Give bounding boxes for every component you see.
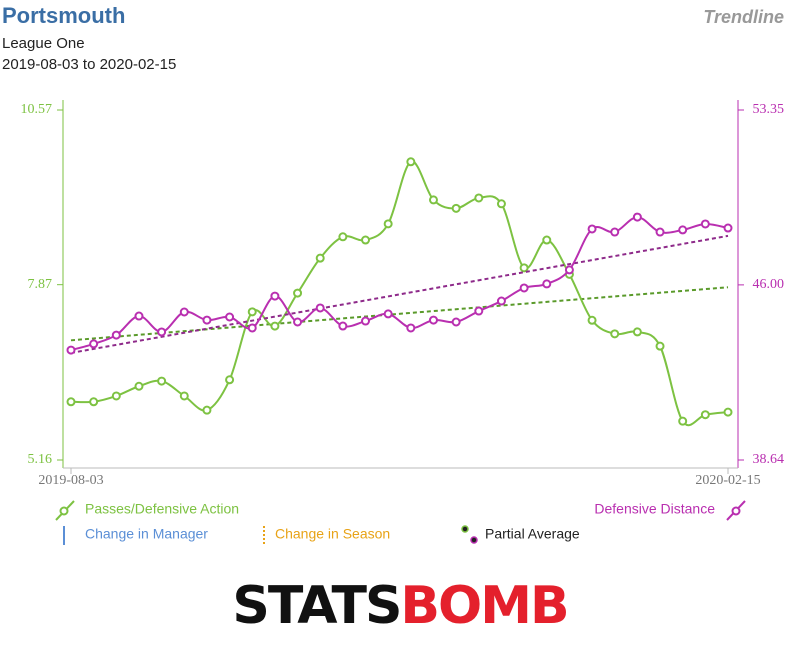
data-point: [610, 227, 620, 237]
data-point: [496, 296, 506, 306]
legend-icon: [461, 525, 469, 533]
subtitle: League One: [2, 35, 85, 52]
data-point: [66, 397, 76, 407]
data-point: [179, 391, 189, 401]
data-point: [406, 157, 416, 167]
y-tick-label: 5.16: [28, 452, 53, 467]
legend-label: Partial Average: [485, 526, 580, 542]
y2-tick-label: 46.00: [753, 277, 785, 292]
data-point: [632, 327, 642, 337]
trend-line: [70, 234, 729, 354]
data-point: [361, 316, 371, 326]
trend-line: [70, 286, 729, 342]
legend-icon: [470, 536, 478, 544]
data-point: [157, 376, 167, 386]
data-point: [247, 307, 257, 317]
data-point: [542, 279, 552, 289]
legend-label: Defensive Distance: [594, 501, 715, 517]
subtitle: 2019-08-03 to 2020-02-15: [2, 56, 176, 73]
data-point: [655, 227, 665, 237]
data-point: [678, 225, 688, 235]
data-point: [700, 410, 710, 420]
data-point: [632, 212, 642, 222]
data-point: [179, 307, 189, 317]
y-tick-label: 7.87: [28, 277, 53, 292]
data-point: [111, 391, 121, 401]
data-point: [519, 263, 529, 273]
data-point: [655, 341, 665, 351]
data-point: [66, 345, 76, 355]
y2-tick-label: 38.64: [753, 452, 785, 467]
logo-part: BOMB: [400, 576, 567, 636]
data-point: [225, 375, 235, 385]
legend-icon: [731, 506, 741, 516]
x-tick-label: 2020-02-15: [695, 473, 760, 488]
data-point: [157, 327, 167, 337]
data-point: [111, 330, 121, 340]
legend-icon: [59, 506, 69, 516]
data-point: [315, 303, 325, 313]
data-point: [587, 224, 597, 234]
data-point: [293, 288, 303, 298]
data-point: [610, 329, 620, 339]
data-point: [383, 309, 393, 319]
legend-label: Change in Season: [275, 526, 390, 542]
data-point: [428, 315, 438, 325]
y-tick-label: 10.57: [21, 102, 53, 117]
chart-title: Portsmouth: [2, 3, 125, 28]
series-line: [70, 216, 729, 352]
data-point: [678, 416, 688, 426]
logo-part: STATS: [232, 576, 400, 636]
data-point: [202, 315, 212, 325]
legend-label: Passes/Defensive Action: [85, 501, 239, 517]
data-point: [270, 291, 280, 301]
data-point: [361, 235, 371, 245]
data-point: [428, 195, 438, 205]
data-point: [474, 306, 484, 316]
data-point: [225, 312, 235, 322]
legend-label: Change in Manager: [85, 526, 208, 542]
data-point: [134, 311, 144, 321]
logo: STATSBOMB: [232, 576, 567, 636]
data-point: [451, 203, 461, 213]
data-point: [723, 407, 733, 417]
series-line: [70, 160, 729, 427]
data-point: [700, 219, 710, 229]
data-point: [247, 323, 257, 333]
data-point: [202, 405, 212, 415]
data-point: [89, 397, 99, 407]
data-point: [564, 265, 574, 275]
data-point: [451, 317, 461, 327]
data-point: [338, 232, 348, 242]
data-point: [338, 321, 348, 331]
data-point: [315, 253, 325, 263]
data-point: [270, 321, 280, 331]
data-point: [293, 317, 303, 327]
data-point: [496, 199, 506, 209]
data-point: [383, 219, 393, 229]
data-point: [587, 315, 597, 325]
y2-tick-label: 53.35: [753, 102, 785, 117]
corner-label: Trendline: [703, 7, 784, 27]
data-point: [89, 339, 99, 349]
data-point: [474, 193, 484, 203]
data-point: [406, 323, 416, 333]
data-point: [519, 283, 529, 293]
data-point: [542, 235, 552, 245]
x-tick-label: 2019-08-03: [38, 473, 103, 488]
data-point: [723, 223, 733, 233]
data-point: [134, 381, 144, 391]
